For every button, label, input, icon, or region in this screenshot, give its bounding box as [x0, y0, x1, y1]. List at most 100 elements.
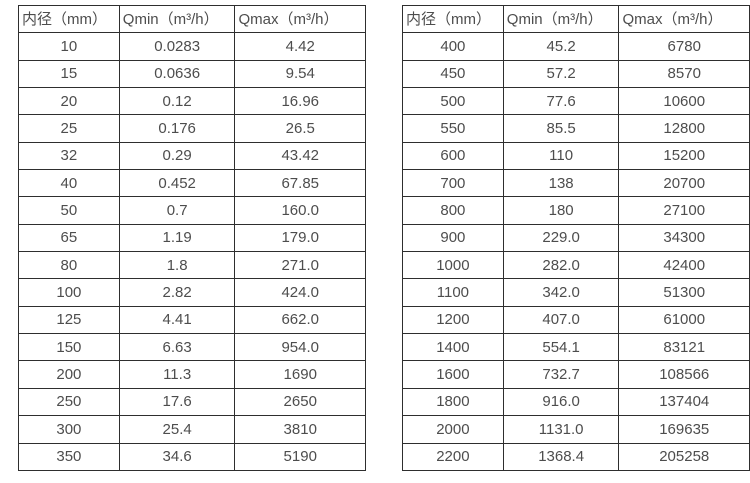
- table-cell: 110: [502, 141, 620, 171]
- table-cell: 2650: [234, 387, 366, 417]
- table-cell: 15200: [618, 141, 750, 171]
- table-row: 20 0.12 16.96: [18, 87, 366, 116]
- table-cell: 20700: [618, 169, 750, 198]
- table-cell: 43.42: [234, 141, 366, 171]
- table-row: 1400 554.1 83121: [402, 333, 750, 362]
- table-cell: 27100: [618, 196, 750, 225]
- table-row: 10 0.0283 4.42: [18, 32, 366, 61]
- table-row: 1100 342.0 51300: [402, 278, 750, 307]
- flow-table-large-diameter: 内径（mm） Qmin（m³/h） Qmax（m³/h） 400 45.2 6780 450…: [402, 4, 750, 471]
- table-cell: 271.0: [234, 251, 366, 280]
- table-cell: 50: [18, 196, 120, 225]
- table-cell: 1.8: [118, 251, 236, 280]
- table-row: 40 0.452 67.85: [18, 169, 366, 198]
- table-cell: 169635: [618, 415, 750, 444]
- table-cell: 400: [402, 32, 504, 61]
- table-cell: 40: [18, 169, 120, 198]
- table-cell: 20: [18, 87, 120, 116]
- table-cell: 424.0: [234, 278, 366, 307]
- table-row: 32 0.29 43.42: [18, 141, 366, 171]
- column-header: Qmax（m³/h）: [618, 4, 750, 34]
- column-header: 内径（mm）: [402, 4, 504, 34]
- table-cell: 0.0636: [118, 59, 236, 89]
- table-row: 300 25.4 3810: [18, 415, 366, 444]
- table-cell: 4.42: [234, 32, 366, 61]
- table-cell: 600: [402, 141, 504, 171]
- column-header: 内径（mm）: [18, 4, 120, 34]
- table-cell: 57.2: [502, 59, 620, 89]
- table-cell: 0.176: [118, 114, 236, 143]
- table-cell: 160.0: [234, 196, 366, 225]
- table-cell: 732.7: [502, 360, 620, 389]
- table-cell: 800: [402, 196, 504, 225]
- table-cell: 67.85: [234, 169, 366, 198]
- table-cell: 10600: [618, 87, 750, 116]
- table-cell: 1600: [402, 360, 504, 389]
- table-cell: 1200: [402, 305, 504, 335]
- table-cell: 0.452: [118, 169, 236, 198]
- table-cell: 5190: [234, 442, 366, 471]
- table-cell: 342.0: [502, 278, 620, 307]
- table-row: 1200 407.0 61000: [402, 305, 750, 335]
- table-cell: 12800: [618, 114, 750, 143]
- table-cell: 1400: [402, 333, 504, 362]
- table-cell: 1368.4: [502, 442, 620, 471]
- table-row: 15 0.0636 9.54: [18, 59, 366, 89]
- table-row: 50 0.7 160.0: [18, 196, 366, 225]
- table-cell: 42400: [618, 251, 750, 280]
- table-row: 65 1.19 179.0: [18, 223, 366, 253]
- table-row: 2200 1368.4 205258: [402, 442, 750, 471]
- table-cell: 250: [18, 387, 120, 417]
- table-row: 1800 916.0 137404: [402, 387, 750, 417]
- table-cell: 4.41: [118, 305, 236, 335]
- table-cell: 83121: [618, 333, 750, 362]
- table-cell: 80: [18, 251, 120, 280]
- table-cell: 25: [18, 114, 120, 143]
- table-cell: 6.63: [118, 333, 236, 362]
- table-row: 125 4.41 662.0: [18, 305, 366, 335]
- header-row: 内径（mm） Qmin（m³/h） Qmax（m³/h）: [18, 4, 366, 34]
- header-row: 内径（mm） Qmin（m³/h） Qmax（m³/h）: [402, 4, 750, 34]
- table-cell: 137404: [618, 387, 750, 417]
- table-cell: 0.7: [118, 196, 236, 225]
- table-row: 1000 282.0 42400: [402, 251, 750, 280]
- table-cell: 282.0: [502, 251, 620, 280]
- table-cell: 0.12: [118, 87, 236, 116]
- table-cell: 350: [18, 442, 120, 471]
- table-cell: 10: [18, 32, 120, 61]
- table-row: 350 34.6 5190: [18, 442, 366, 471]
- table-cell: 11.3: [118, 360, 236, 389]
- table-cell: 2.82: [118, 278, 236, 307]
- table-row: 550 85.5 12800: [402, 114, 750, 143]
- table-cell: 954.0: [234, 333, 366, 362]
- column-header: Qmax（m³/h）: [234, 4, 366, 34]
- table-cell: 150: [18, 333, 120, 362]
- table-cell: 900: [402, 223, 504, 253]
- table-cell: 108566: [618, 360, 750, 389]
- table-cell: 34.6: [118, 442, 236, 471]
- table-cell: 554.1: [502, 333, 620, 362]
- table-row: 2000 1131.0 169635: [402, 415, 750, 444]
- table-cell: 16.96: [234, 87, 366, 116]
- table-cell: 3810: [234, 415, 366, 444]
- table-cell: 2200: [402, 442, 504, 471]
- table-cell: 34300: [618, 223, 750, 253]
- table-cell: 200: [18, 360, 120, 389]
- table-row: 400 45.2 6780: [402, 32, 750, 61]
- table-cell: 0.29: [118, 141, 236, 171]
- table-cell: 138: [502, 169, 620, 198]
- table-row: 800 180 27100: [402, 196, 750, 225]
- table-cell: 2000: [402, 415, 504, 444]
- table-cell: 0.0283: [118, 32, 236, 61]
- table-cell: 229.0: [502, 223, 620, 253]
- table-cell: 450: [402, 59, 504, 89]
- table-cell: 61000: [618, 305, 750, 335]
- table-cell: 125: [18, 305, 120, 335]
- table-cell: 300: [18, 415, 120, 444]
- table-cell: 1000: [402, 251, 504, 280]
- table-row: 200 11.3 1690: [18, 360, 366, 389]
- table-cell: 9.54: [234, 59, 366, 89]
- table-row: 1600 732.7 108566: [402, 360, 750, 389]
- table-row: 500 77.6 10600: [402, 87, 750, 116]
